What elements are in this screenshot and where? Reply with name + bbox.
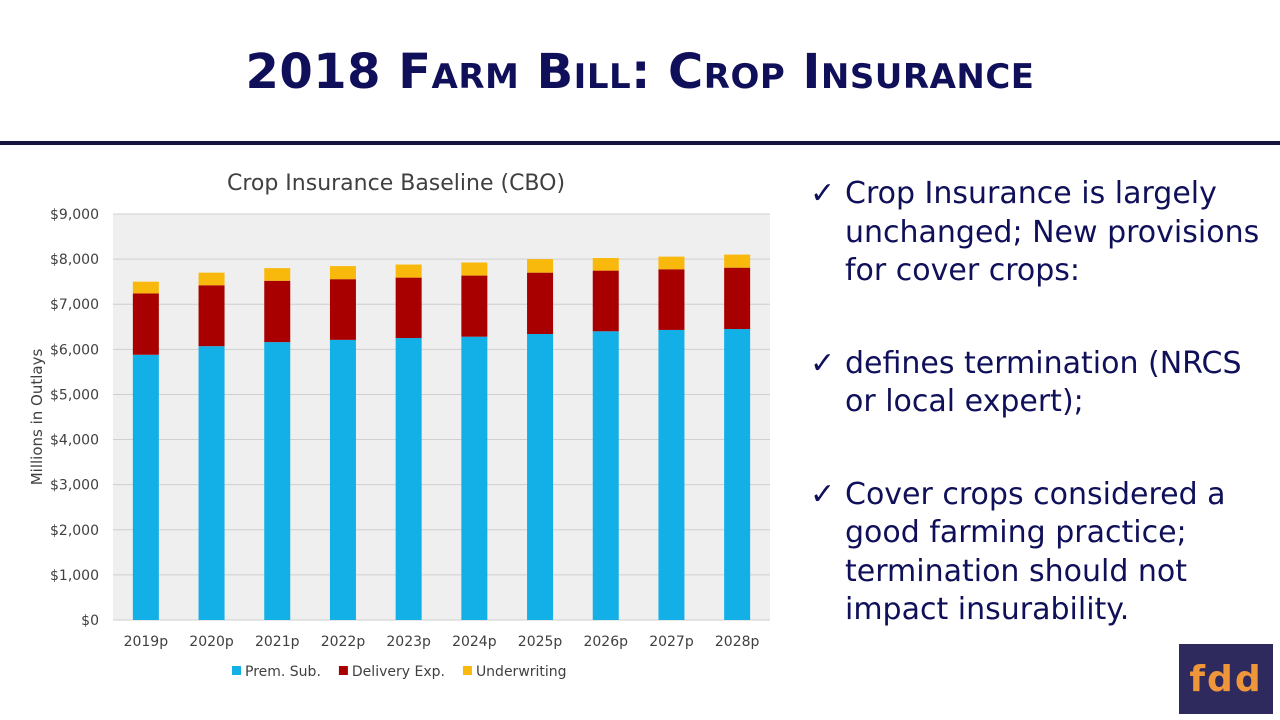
bar-segment-delivery-exp- xyxy=(132,293,159,355)
legend-label: Underwriting xyxy=(476,664,567,680)
y-tick-label: $2,000 xyxy=(50,523,99,539)
y-tick-label: $0 xyxy=(81,613,99,629)
y-tick-label: $3,000 xyxy=(50,478,99,494)
bar-segment-prem-sub- xyxy=(592,331,619,620)
bar-segment-delivery-exp- xyxy=(198,285,225,347)
y-tick-label: $5,000 xyxy=(50,387,99,403)
x-tick-label: 2026p xyxy=(583,634,628,650)
checkmark-icon: ✓ xyxy=(810,345,836,381)
bar-segment-underwriting xyxy=(658,256,685,270)
bullet-item: ✓ Crop Insurance is largely unchanged; Ne… xyxy=(810,175,1270,291)
bar-segment-delivery-exp- xyxy=(461,275,488,337)
bar-segment-delivery-exp- xyxy=(395,277,422,339)
bar-segment-prem-sub- xyxy=(724,329,751,620)
y-tick-label: $1,000 xyxy=(50,568,99,584)
bar-segment-prem-sub- xyxy=(329,339,356,620)
bullet-text: Crop Insurance is largely unchanged; New… xyxy=(845,176,1260,288)
bar-segment-prem-sub- xyxy=(198,346,225,620)
bullet-item: ✓ defines termination (NRCS or local expe… xyxy=(810,345,1270,422)
x-tick-label: 2021p xyxy=(255,634,300,650)
x-tick-label: 2022p xyxy=(321,634,366,650)
fdd-logo: fdd xyxy=(1179,644,1273,714)
bullet-text: defines termination (NRCS or local exper… xyxy=(845,345,1242,420)
title-divider xyxy=(0,141,1280,145)
bar-segment-delivery-exp- xyxy=(264,280,291,343)
bar-segment-delivery-exp- xyxy=(592,270,619,332)
x-tick-label: 2028p xyxy=(715,634,760,650)
bar-segment-prem-sub- xyxy=(658,329,685,620)
y-tick-label: $7,000 xyxy=(50,297,99,313)
bullet-text: Cover crops considered a good farming pr… xyxy=(845,476,1226,628)
bar-segment-prem-sub- xyxy=(461,336,488,620)
legend-label: Prem. Sub. xyxy=(245,664,321,680)
x-tick-label: 2023p xyxy=(386,634,431,650)
bar-segment-delivery-exp- xyxy=(527,272,554,334)
y-tick-label: $6,000 xyxy=(50,342,99,358)
bar-segment-prem-sub- xyxy=(527,333,554,620)
legend-swatch xyxy=(338,666,348,675)
legend-swatch xyxy=(232,666,241,675)
bar-segment-delivery-exp- xyxy=(724,267,751,330)
bar-segment-underwriting xyxy=(724,254,751,268)
bar-segment-prem-sub- xyxy=(395,338,422,620)
bullet-item: ✓ Cover crops considered a good farming p… xyxy=(810,476,1270,630)
bar-segment-delivery-exp- xyxy=(658,269,685,330)
bar-segment-underwriting xyxy=(132,281,159,294)
bar-segment-delivery-exp- xyxy=(329,279,356,340)
bar-segment-underwriting xyxy=(527,259,554,273)
x-tick-label: 2025p xyxy=(518,634,563,650)
chart-title: Crop Insurance Baseline (CBO) xyxy=(227,171,565,196)
y-tick-label: $4,000 xyxy=(50,433,99,449)
y-axis-label: Millions in Outlays xyxy=(28,349,46,486)
bullet-list: ✓ Crop Insurance is largely unchanged; Ne… xyxy=(810,175,1270,684)
bar-segment-underwriting xyxy=(198,272,225,286)
x-tick-label: 2019p xyxy=(124,634,169,650)
legend-swatch xyxy=(462,666,472,675)
bar-segment-prem-sub- xyxy=(132,354,159,620)
y-tick-label: $8,000 xyxy=(50,252,99,268)
legend-label: Delivery Exp. xyxy=(352,664,445,680)
bar-segment-prem-sub- xyxy=(264,342,291,620)
bar-segment-underwriting xyxy=(329,266,356,280)
x-tick-label: 2024p xyxy=(452,634,497,650)
bar-segment-underwriting xyxy=(395,264,422,278)
checkmark-icon: ✓ xyxy=(810,476,836,512)
checkmark-icon: ✓ xyxy=(810,176,836,211)
y-tick-label: $9,000 xyxy=(50,207,99,223)
bar-segment-underwriting xyxy=(592,257,619,271)
crop-insurance-chart: Crop Insurance Baseline (CBO) $0 $1,000 $2,… xyxy=(28,171,770,680)
slide-title: 2018 Farm Bill: Crop Insurance xyxy=(245,44,1035,100)
x-tick-label: 2027p xyxy=(649,634,694,650)
bar-segment-underwriting xyxy=(264,268,291,281)
bar-segment-underwriting xyxy=(461,262,488,276)
x-tick-label: 2020p xyxy=(189,634,234,650)
